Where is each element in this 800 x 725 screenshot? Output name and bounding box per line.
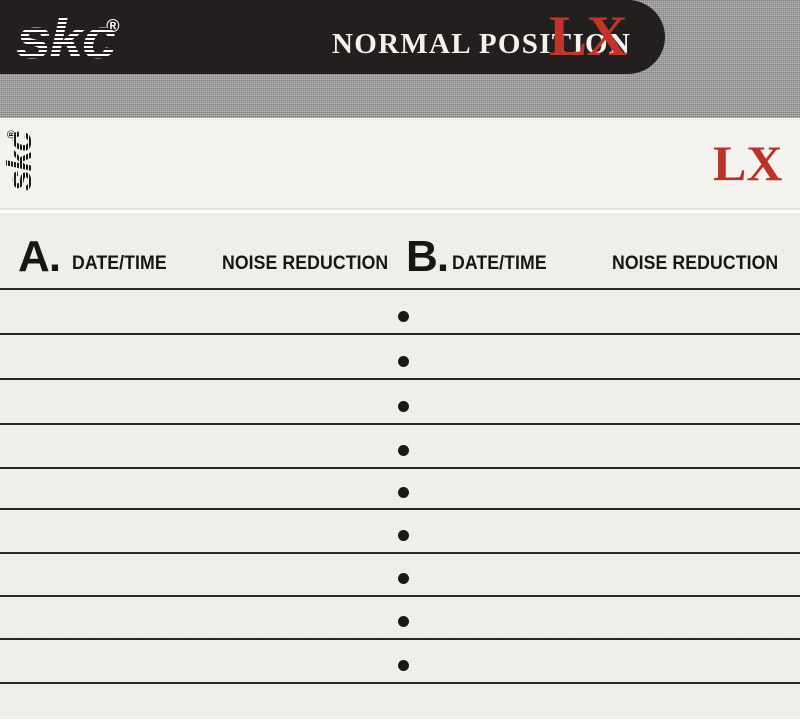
skc-brand-logo: skc® bbox=[16, 7, 120, 71]
track-separator-dot bbox=[398, 445, 409, 456]
ruled-line bbox=[0, 378, 800, 380]
ruled-line bbox=[0, 333, 800, 335]
side-b-noise-reduction-label: NOISE REDUCTION bbox=[612, 253, 779, 274]
registered-trademark-icon: ® bbox=[106, 16, 119, 36]
spine-strip: skc® LX bbox=[0, 118, 800, 213]
track-separator-dot bbox=[398, 616, 409, 627]
skc-brand-logo-spine: skc® bbox=[1, 105, 39, 191]
side-a-date-time-header: DATE/TIME bbox=[72, 253, 174, 275]
skc-wordmark-spine: skc bbox=[1, 132, 39, 191]
side-b-letter: B. bbox=[406, 232, 449, 281]
side-a-noise-reduction-label: NOISE REDUCTION bbox=[222, 253, 389, 274]
side-b-date-time-label: DATE/TIME bbox=[452, 253, 547, 274]
ruled-line bbox=[0, 423, 800, 425]
ruled-line bbox=[0, 288, 800, 290]
track-separator-dot bbox=[398, 660, 409, 671]
index-card: A. DATE/TIME NOISE REDUCTION B. DATE/TIM… bbox=[0, 213, 800, 725]
track-separator-dot bbox=[398, 356, 409, 367]
side-a-letter: A. bbox=[18, 232, 61, 281]
track-separator-dot bbox=[398, 401, 409, 412]
ruled-line bbox=[0, 595, 800, 597]
tape-position-label: NORMAL POSITION bbox=[332, 28, 632, 60]
side-a-noise-reduction-header: NOISE REDUCTION bbox=[222, 253, 401, 275]
side-b-noise-reduction-header: NOISE REDUCTION bbox=[612, 253, 791, 275]
track-separator-dot bbox=[398, 487, 409, 498]
track-separator-dot bbox=[398, 530, 409, 541]
skc-wordmark: skc bbox=[16, 7, 117, 71]
ruled-line bbox=[0, 638, 800, 640]
spine-bottom-divider bbox=[0, 208, 800, 210]
side-b-date-time-header: DATE/TIME bbox=[452, 253, 554, 275]
ruled-line bbox=[0, 682, 800, 684]
ruled-line bbox=[0, 552, 800, 554]
model-label-spine: LX bbox=[713, 135, 783, 191]
model-label-header: LX bbox=[549, 5, 628, 68]
track-separator-dot bbox=[398, 573, 409, 584]
card-bottom-edge bbox=[0, 719, 800, 725]
side-a-date-time-label: DATE/TIME bbox=[72, 253, 167, 274]
ruled-line bbox=[0, 508, 800, 510]
ruled-line bbox=[0, 467, 800, 469]
header-band: skc® NORMAL POSITION LX bbox=[0, 0, 800, 118]
track-separator-dot bbox=[398, 311, 409, 322]
black-header-bar bbox=[0, 0, 665, 74]
